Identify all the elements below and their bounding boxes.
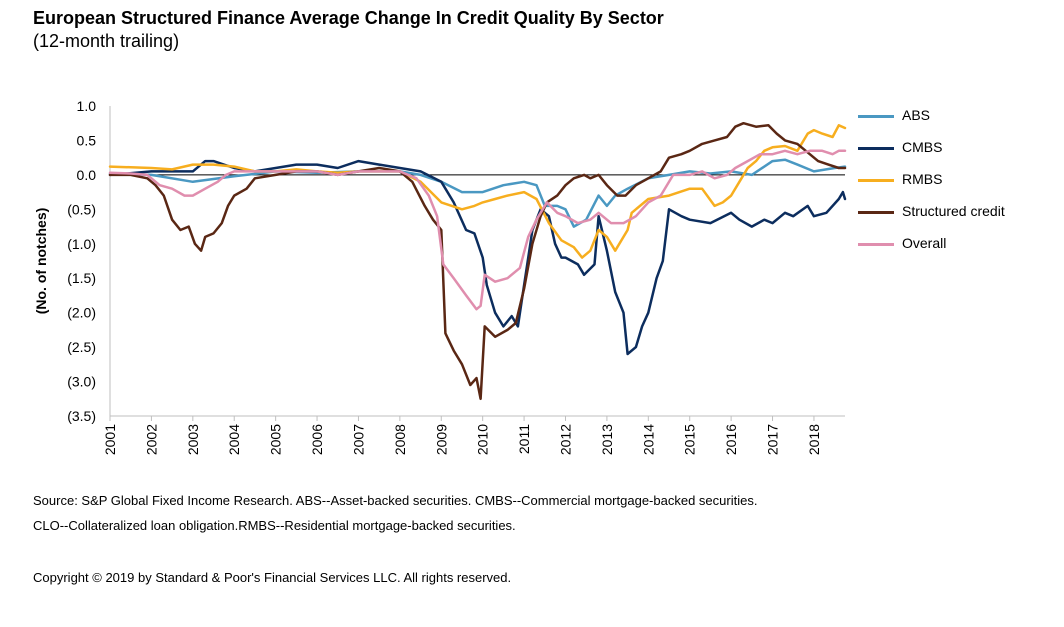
legend-item-cmbs: CMBS [858, 134, 1058, 166]
y-tick-label: (2.5) [67, 339, 96, 355]
x-tick-label: 2016 [723, 424, 739, 455]
x-tick-label: 2002 [143, 424, 159, 455]
legend-label: RMBS [902, 171, 943, 187]
legend-item-overall: Overall [858, 230, 1058, 262]
y-tick-label: (1.5) [67, 270, 96, 286]
legend-label: CMBS [902, 139, 943, 155]
x-tick-label: 2007 [350, 424, 366, 455]
y-tick-label: (1.0) [67, 236, 96, 252]
y-tick-label: 0.0 [77, 167, 97, 183]
legend-label: Structured credit [902, 203, 1005, 219]
legend-label: Overall [902, 235, 947, 251]
x-tick-label: 2015 [682, 424, 698, 455]
chart-subtitle: (12-month trailing) [33, 31, 180, 51]
y-tick-label: (2.0) [67, 305, 96, 321]
x-tick-label: 2017 [765, 424, 781, 455]
legend-item-abs: ABS [858, 102, 1058, 134]
x-tick-label: 2018 [806, 424, 822, 455]
x-tick-label: 2001 [102, 424, 118, 455]
legend-label: ABS [902, 107, 931, 123]
source-note-line-2: CLO--Collateralized loan obligation.RMBS… [33, 518, 516, 533]
y-tick-label: 0.5 [77, 132, 97, 148]
copyright-note: Copyright © 2019 by Standard & Poor's Fi… [33, 570, 512, 585]
x-tick-label: 2014 [640, 424, 656, 455]
x-tick-label: 2006 [309, 424, 325, 455]
legend-swatch [858, 115, 894, 118]
legend-swatch [858, 147, 894, 150]
x-tick-label: 2011 [516, 424, 532, 454]
y-tick-label: (3.5) [67, 408, 96, 424]
y-tick-label: (3.0) [67, 374, 96, 390]
x-tick-label: 2009 [433, 424, 449, 455]
chart-legend: ABS CMBS RMBS Structured credit Overall [858, 102, 1058, 262]
x-tick-label: 2004 [226, 424, 242, 455]
y-axis-label: (No. of notches) [33, 208, 49, 315]
legend-swatch [858, 211, 894, 214]
x-tick-label: 2008 [392, 424, 408, 455]
legend-item-structured-credit: Structured credit [858, 198, 1058, 230]
x-tick-label: 2013 [599, 424, 615, 455]
source-note-line-1: Source: S&P Global Fixed Income Research… [33, 493, 758, 508]
series-line-overall [108, 149, 847, 311]
x-tick-label: 2003 [185, 424, 201, 455]
x-tick-label: 2010 [475, 424, 491, 455]
x-tick-label: 2012 [557, 424, 573, 455]
x-tick-label: 2005 [268, 424, 284, 455]
series-line-structured-credit [108, 121, 847, 401]
legend-item-rmbs: RMBS [858, 166, 1058, 198]
legend-swatch [858, 179, 894, 182]
chart-title: European Structured Finance Average Chan… [33, 8, 664, 28]
series-line-cmbs [108, 159, 847, 356]
y-tick-label: (0.5) [67, 201, 96, 217]
y-tick-label: 1.0 [77, 98, 97, 114]
legend-swatch [858, 243, 894, 246]
